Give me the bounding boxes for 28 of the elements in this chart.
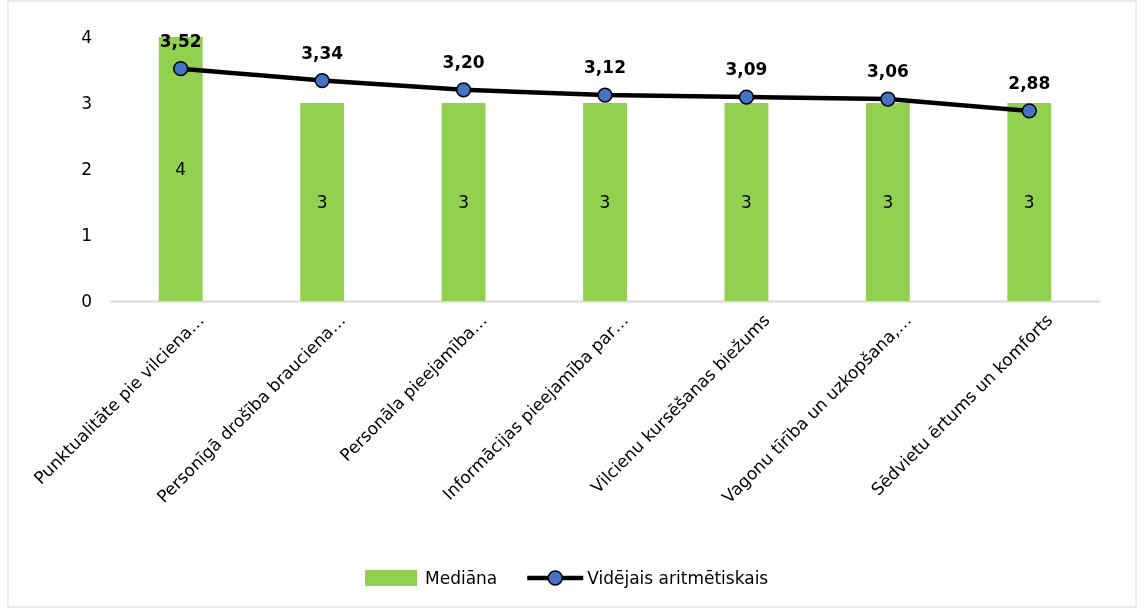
point: [880, 91, 896, 107]
point: [738, 89, 755, 105]
data-label: 3,06: [866, 61, 909, 82]
legend-label: Mediāna: [425, 567, 498, 588]
point: [314, 72, 330, 89]
y-tick-label: 4: [81, 26, 92, 47]
data-label: 3,12: [584, 57, 626, 78]
data-label: 3,34: [301, 42, 344, 63]
data-label: 3,20: [442, 51, 485, 72]
y-tick-label: 1: [81, 224, 92, 245]
data-label: 3: [741, 191, 752, 212]
legend-label: Vidējais aritmētiskais: [587, 567, 769, 588]
data-label: 3,52: [159, 30, 202, 51]
data-label: 3: [882, 191, 894, 212]
data-label: 3: [458, 191, 469, 212]
data-label: 3: [316, 191, 328, 212]
point: [1021, 103, 1037, 119]
y-tick-label: 3: [81, 92, 92, 113]
data-label: 3: [599, 191, 611, 212]
data-label: 4: [175, 158, 187, 179]
y-tick-label: 2: [81, 158, 92, 179]
data-label: 2,88: [1008, 72, 1051, 93]
data-label: 3,09: [725, 59, 768, 80]
point: [455, 82, 472, 98]
point: [173, 61, 189, 77]
point: [597, 87, 613, 103]
y-tick-label: 0: [81, 290, 92, 311]
data-label: 3: [1023, 191, 1035, 212]
